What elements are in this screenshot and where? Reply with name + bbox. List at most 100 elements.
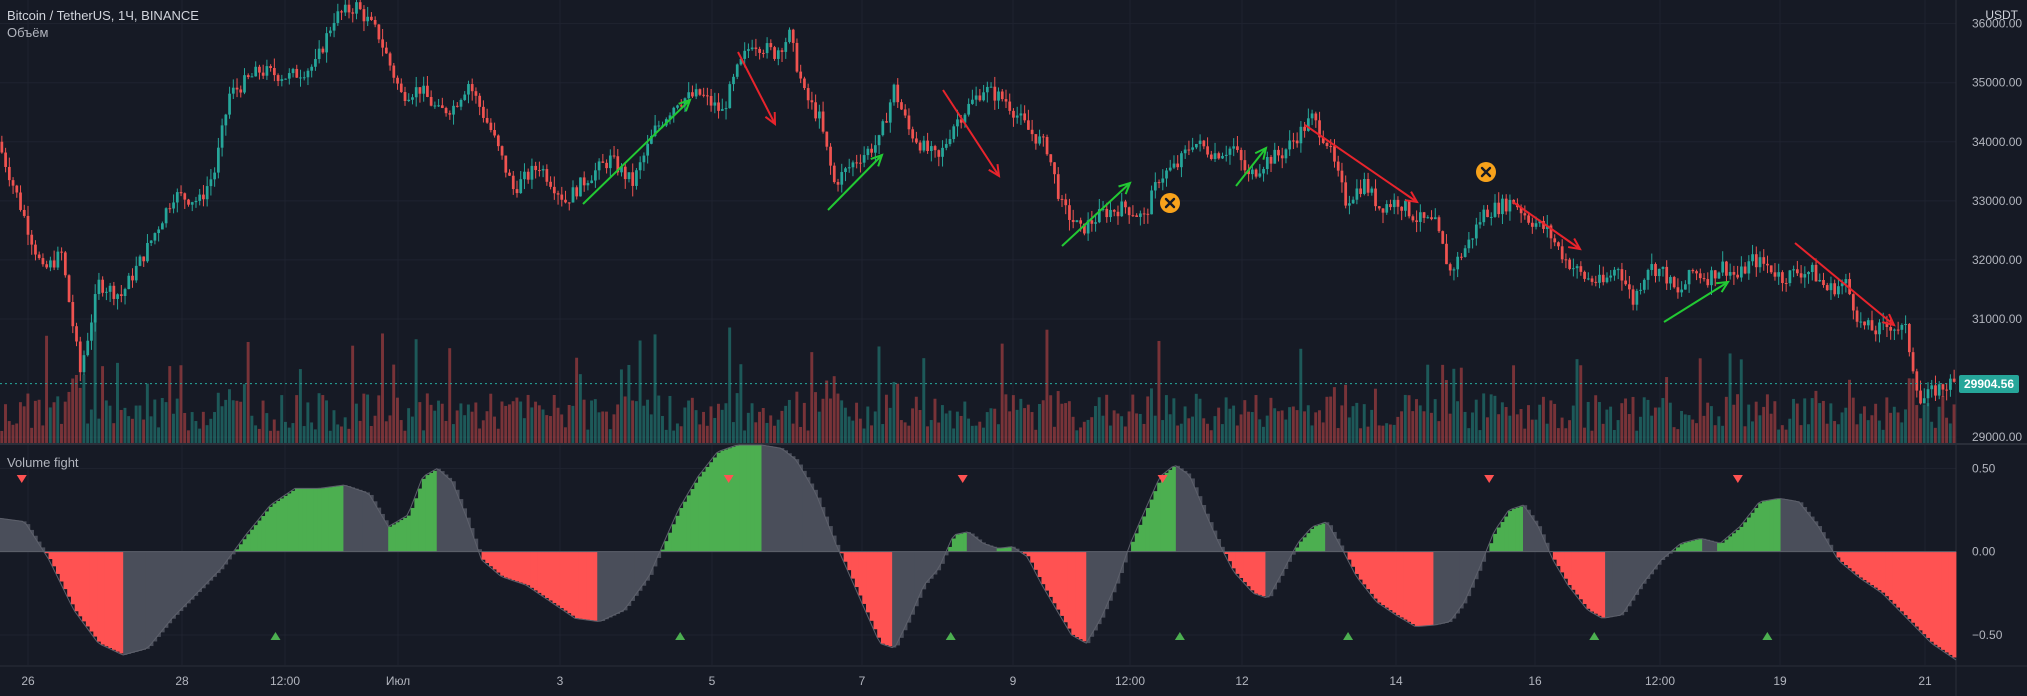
candle-body [582, 177, 586, 186]
candle-body [75, 326, 78, 342]
candle-body [429, 96, 433, 106]
volume-fight-bar [1310, 528, 1315, 552]
candle-body [153, 233, 157, 241]
volume-fight-bar [1903, 551, 1908, 616]
volume-fight-bar [1758, 503, 1763, 552]
volume-fight-bar [1567, 551, 1572, 586]
volume-fight-bar [1160, 475, 1166, 552]
candle-body [1478, 222, 1482, 225]
candle-body [1743, 266, 1747, 274]
volume-fight-bar [649, 551, 654, 575]
volume-fight-bar [3, 518, 8, 552]
candle-body [821, 111, 825, 132]
volume-fight-bar [186, 551, 191, 604]
candle-body [1411, 216, 1415, 221]
candle-body [627, 172, 631, 180]
volume-fight-bar [1295, 547, 1300, 552]
volume-bar [1038, 403, 1041, 443]
trend-arrow-head [1254, 146, 1268, 160]
trend-arrow-line [1794, 242, 1895, 326]
candle-body [1366, 178, 1370, 193]
volume-fight-bar [1138, 524, 1143, 552]
candle-body [784, 42, 788, 52]
volume-bar [870, 425, 873, 443]
volume-fight-bar [67, 551, 72, 597]
candle-body [844, 168, 847, 173]
volume-fight-bar [1231, 551, 1236, 569]
volume-fight-bar [746, 445, 751, 552]
volume-fight-bar [1948, 551, 1953, 655]
volume-bar [1750, 421, 1754, 443]
volume-bar [929, 420, 933, 443]
candle-body [549, 181, 552, 187]
volume-bar [1400, 411, 1404, 443]
volume-bar [104, 400, 108, 443]
volume-bar [451, 424, 455, 443]
volume-bar [67, 391, 71, 443]
volume-fight-bar [1683, 542, 1688, 552]
candle-body [399, 83, 403, 93]
volume-fight-bar [1276, 551, 1281, 583]
candle-body [1859, 321, 1863, 323]
candle-body [1560, 246, 1564, 260]
volume-fight-bar [309, 488, 314, 552]
candle-body [392, 65, 396, 78]
volume-fight-bar [1433, 551, 1438, 626]
volume-bar [571, 405, 575, 443]
candle-body [317, 48, 321, 60]
volume-bar [1530, 419, 1534, 443]
volume-fight-bar [1713, 541, 1718, 552]
volume-bar [444, 420, 448, 443]
volume-fight-bar [1448, 551, 1453, 622]
volume-fight-bar [1620, 551, 1625, 616]
candle-body [1795, 269, 1799, 274]
volume-fight-bar [615, 551, 621, 614]
candle-body [754, 47, 758, 49]
volume-fight-bar [1134, 533, 1139, 552]
candle-body [116, 294, 119, 299]
volume-fight-bar [1743, 522, 1748, 552]
volume-bar [1209, 430, 1213, 443]
volume-fight-bar [1089, 551, 1095, 637]
candle-body [1191, 147, 1195, 150]
volume-bar [71, 378, 75, 443]
candle-body [1284, 149, 1288, 159]
candle-body [713, 102, 717, 106]
candle-body [1198, 140, 1202, 145]
volume-bar [993, 408, 997, 443]
volume-bar [1904, 409, 1907, 443]
volume-bar [1612, 429, 1616, 443]
symbol-title[interactable]: Bitcoin / TetherUS, 1Ч, BINANCE [7, 8, 199, 23]
candle-body [1777, 272, 1781, 277]
volume-bar [78, 387, 82, 443]
candle-body [1639, 289, 1642, 291]
volume-fight-bar [1728, 536, 1733, 552]
indicator-legend[interactable]: Volume fight [7, 455, 79, 470]
volume-bar [1116, 413, 1120, 443]
candle-body [1493, 202, 1497, 217]
volume-fight-bar [1093, 551, 1098, 631]
volume-fight-bar [1422, 551, 1427, 627]
volume-fight-bar [1235, 551, 1240, 574]
volume-fight-bar [1672, 550, 1677, 552]
volume-bar [145, 383, 149, 443]
volume-fight-bar [1597, 551, 1602, 616]
volume-bar [1023, 408, 1027, 443]
volume-fight-bar [1944, 551, 1949, 653]
candle-body [78, 341, 82, 373]
volume-bar [1351, 406, 1355, 443]
volume-fight-bar [324, 487, 329, 552]
candle-body [1221, 155, 1224, 159]
candle-body [623, 166, 627, 180]
candle-body [1045, 137, 1049, 155]
candle-body [254, 66, 258, 77]
candle-body [1265, 156, 1269, 170]
volume-fight-bar [1306, 533, 1311, 552]
volume-bar [982, 427, 985, 443]
volume-fight-bar [436, 468, 441, 552]
candle-body [49, 260, 52, 268]
volume-fight-bar [1116, 551, 1121, 584]
volume-bar [1844, 407, 1848, 443]
volume-legend[interactable]: Объём [7, 25, 49, 40]
